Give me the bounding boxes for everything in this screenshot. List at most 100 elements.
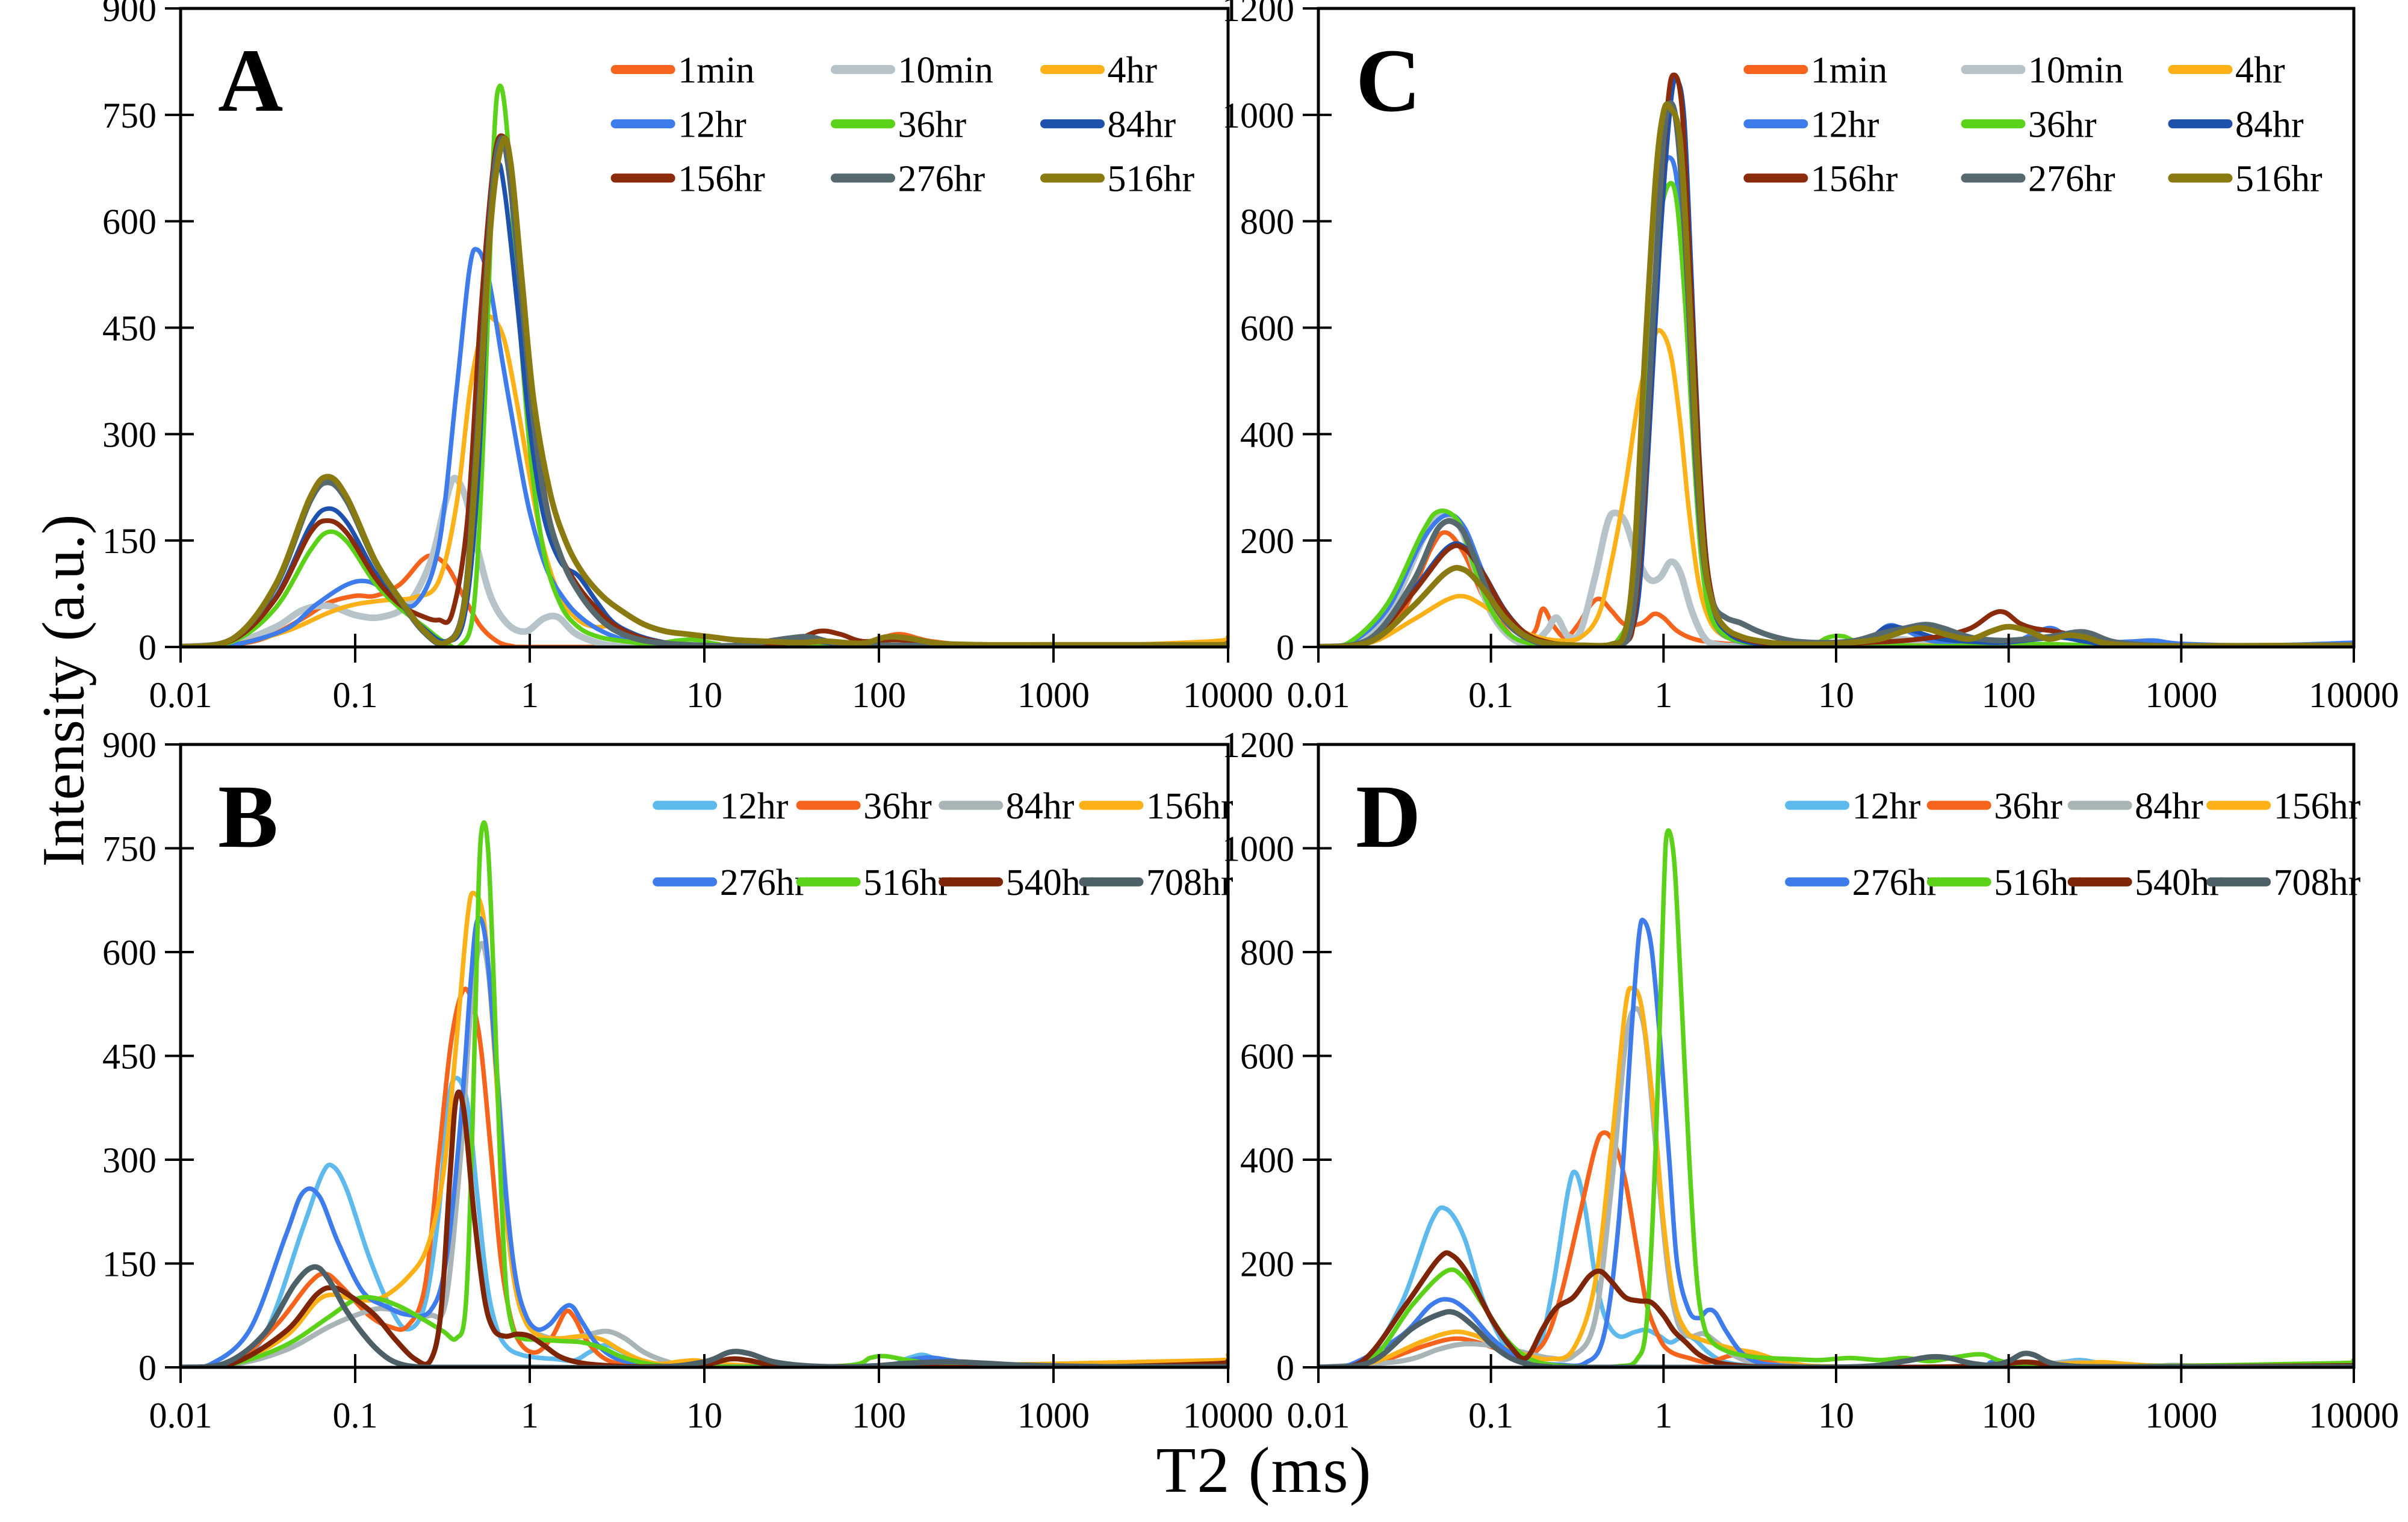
legend-label-36hr: 36hr [1994,786,2062,827]
plot-border [179,743,1230,1369]
y-tick-label: 900 [102,725,157,765]
legend-label-1min: 1min [1811,50,1887,91]
legend-label-156hr: 156hr [2274,786,2361,827]
legend-label-84hr: 84hr [2135,786,2203,827]
series-group [1317,828,2355,1369]
legend-label-708hr: 708hr [2274,862,2361,903]
legend-label-516hr: 516hr [1994,862,2081,903]
series-line-516hr [1317,828,2355,1369]
panel-D: 0 200 400 600 800 1000 1200 0.01 0.1 1 10 100 1000 10… [1222,725,2399,1435]
series-line-12hr [179,247,1229,648]
x-tick-label: 1000 [2145,675,2217,715]
legend-label-276hr: 276hr [1852,862,1940,903]
x-tick-label: 1 [1654,1396,1672,1435]
legend-label-84hr: 84hr [2235,104,2304,145]
x-tick-label: 1 [521,675,539,715]
panel-A: 0 150 300 450 600 750 900 0.01 0.1 1 10 100 1000 1000… [102,0,1273,715]
panel-label: A [218,31,283,131]
series-line-36hr [179,83,1229,648]
x-tick-label: 10000 [2309,675,2399,715]
y-tick-label: 800 [1240,202,1294,242]
legend-label-156hr: 156hr [1146,786,1233,827]
y-tick-label: 600 [102,933,157,973]
legend-label-84hr: 84hr [1006,786,1075,827]
y-tick-label: 150 [102,521,157,561]
series-line-156hr [179,133,1229,648]
x-tick-label: 1000 [1017,675,1090,715]
legend-label-36hr: 36hr [2028,104,2097,145]
legend-label-516hr: 516hr [2235,159,2323,200]
y-tick-label: 200 [1240,1245,1294,1284]
legend-label-516hr: 516hr [863,862,951,903]
x-tick-label: 1 [521,1396,539,1435]
panel-label: B [218,767,278,867]
y-tick-label: 400 [1240,1140,1294,1180]
y-tick-label: 1000 [1222,829,1294,869]
panel-C: 0 200 400 600 800 1000 1200 0.01 0.1 1 10 100 1000 10… [1222,0,2399,715]
series-line-84hr [179,941,1229,1369]
x-tick-label: 100 [1982,675,2036,715]
y-tick-label: 600 [1240,1037,1294,1077]
y-tick-label: 300 [102,1140,157,1180]
legend-label-708hr: 708hr [1146,862,1233,903]
legend-label-156hr: 156hr [1811,159,1898,200]
legend-label-12hr: 12hr [1852,786,1921,827]
x-tick-label: 10 [1818,1396,1854,1435]
series-line-10min [179,474,1229,648]
legend-label-276hr: 276hr [720,862,807,903]
legend-label-10min: 10min [2028,50,2123,91]
y-tick-label: 0 [138,1348,157,1388]
series-line-84hr [1317,1006,2355,1369]
series-line-516hr [179,820,1229,1369]
legend-label-1min: 1min [678,50,754,91]
legend-label-276hr: 276hr [2028,159,2115,200]
y-tick-label: 400 [1240,415,1294,454]
series-line-540hr [1317,1250,2355,1369]
series-line-4hr [1317,327,2355,648]
x-tick-label: 10 [686,675,722,715]
series-group [179,83,1229,648]
y-axis-title: Intensity (a.u.) [29,514,97,867]
x-tick-label: 10 [686,1396,722,1435]
series-line-84hr [179,161,1229,648]
legend-label-12hr: 12hr [678,104,746,145]
y-tick-label: 0 [1276,1348,1294,1388]
y-tick-label: 0 [1276,628,1294,667]
x-tick-label: 0.01 [149,1396,213,1435]
x-tick-label: 100 [1982,1396,2036,1435]
x-tick-label: 0.1 [333,1396,378,1435]
y-tick-label: 150 [102,1245,157,1284]
x-tick-label: 0.01 [1287,675,1350,715]
y-tick-label: 450 [102,1037,157,1077]
x-axis-title: T2 (ms) [1156,1435,1373,1506]
x-tick-label: 100 [852,1396,906,1435]
x-tick-label: 1000 [2145,1396,2217,1435]
legend-label-12hr: 12hr [720,786,789,827]
y-tick-label: 300 [102,415,157,454]
series-line-276hr [179,135,1229,648]
x-tick-label: 0.01 [149,675,213,715]
x-tick-label: 10000 [2309,1396,2399,1435]
y-tick-label: 900 [102,0,157,29]
y-tick-label: 0 [138,628,157,667]
legend-label-4hr: 4hr [1108,50,1158,91]
y-tick-label: 1000 [1222,96,1294,135]
series-group [1317,72,2355,648]
legend-label-84hr: 84hr [1108,104,1176,145]
legend: 12hr 36hr 84hr 156hr 276hr 516hr 540hr 708hr [653,786,1233,903]
legend-label-36hr: 36hr [898,104,967,145]
series-line-516hr [1317,101,2355,648]
legend-label-276hr: 276hr [898,159,985,200]
x-tick-label: 0.1 [333,675,378,715]
x-tick-label: 0.1 [1468,1396,1513,1435]
y-tick-label: 750 [102,96,157,135]
legend: 1min 10min 4hr 12hr 36hr 84hr 156hr 276hr 516hr [1743,50,2323,200]
x-tick-label: 0.01 [1287,1396,1350,1435]
series-line-36hr [1317,1130,2355,1369]
y-tick-label: 1200 [1222,0,1294,29]
panel-B: 0 150 300 450 600 750 900 0.01 0.1 1 10 100 1000 1000… [102,725,1273,1435]
series-line-516hr [179,135,1229,648]
legend-label-12hr: 12hr [1811,104,1879,145]
